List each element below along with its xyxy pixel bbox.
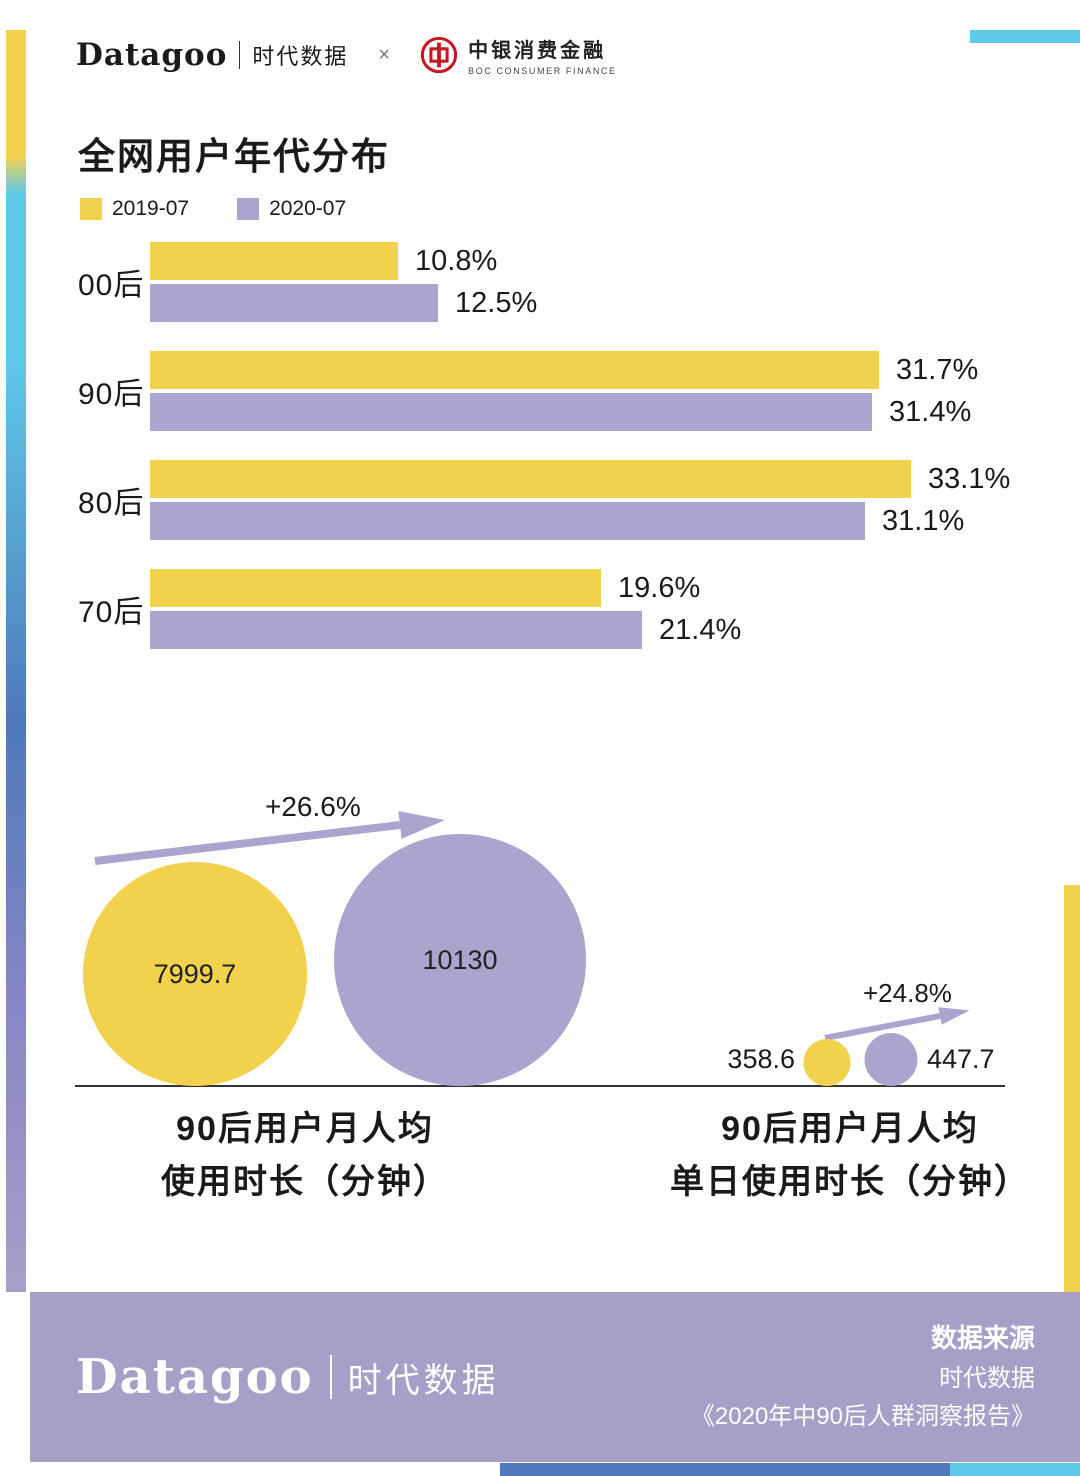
boc-subtitle: BOC CONSUMER FINANCE [468,66,617,76]
legend: 2019-07 2020-07 [80,197,394,221]
bar-line: 21.4% [150,611,1038,649]
bubble-title-line: 90后用户月人均 [176,1110,434,1148]
footer-brand-suffix: 时代数据 [347,1361,500,1400]
bar-2020-07-80后 [150,502,865,540]
growth-arrow-monthly-icon [94,811,445,865]
bar-line: 31.4% [150,393,1038,431]
bar-value-label: 31.1% [882,504,965,537]
bar-line: 12.5% [150,284,1038,322]
legend-item-2019: 2019-07 [80,197,189,221]
footer-brand-name: Datagoo [76,1349,314,1405]
bar-value-label: 33.1% [928,462,1011,495]
bar-2020-07-00后 [150,284,438,322]
bar-2020-07-90后 [150,393,872,431]
bar-value-label: 21.4% [659,613,742,646]
footer-source-name: 时代数据 [939,1364,1035,1392]
left-accent-strip [6,30,26,1292]
footer-source-report: 《2020年中90后人群洞察报告》 [690,1402,1035,1430]
footer-source-label: 数据来源 [930,1322,1035,1353]
bar-2019-07-70后 [150,569,601,607]
bar-2019-07-80后 [150,460,911,498]
bar-2019-07-90后 [150,351,879,389]
bar-value-label: 31.4% [889,395,972,428]
growth-label-daily: +24.8% [863,978,952,1008]
bar-category-label: 80后 [78,487,145,520]
brand-suffix: 时代数据 [252,44,349,69]
boc-text: 中银消费金融 BOC CONSUMER FINANCE [468,34,617,76]
legend-label: 2020-07 [269,197,347,220]
chart-title: 全网用户年代分布 [78,136,390,177]
bar-value-label: 10.8% [415,244,498,277]
usage-bubble-chart: +26.6% 7999.7 10130 +24.8% 358.6 447.7 [75,791,1005,1087]
age-distribution-bar-chart: 00后 10.8% 12.5% 90后 31.7% 31.4% 80后 33.1% 31.1% 7… [78,242,1038,678]
bar-line: 10.8% [150,242,1038,280]
bar-category-label: 90后 [78,378,145,411]
brand-divider [239,41,241,69]
bubble-value-monthly-2020: 10130 [422,944,498,975]
bar-group-90后: 90后 31.7% 31.4% [78,351,1038,431]
bar-pair: 33.1% 31.1% [150,460,1038,540]
bar-line: 33.1% [150,460,1038,498]
bar-value-label: 19.6% [618,571,701,604]
bubble-title-daily: 90后用户月人均 单日使用时长（分钟） [620,1103,1080,1208]
header: Datagoo 时代数据 × 中银消费金融 BOC CONSUMER FINAN… [76,34,1004,76]
bubble-title-line: 单日使用时长（分钟） [670,1162,1030,1201]
bubble-value-daily-2019: 358.6 [727,1044,795,1074]
right-accent-strip [1064,885,1080,1292]
legend-swatch-purple [237,198,260,220]
brand-name: Datagoo [76,37,228,73]
bottom-blue-accent-strip [500,1463,950,1476]
collab-times-symbol: × [378,43,391,66]
bar-2019-07-00后 [150,242,398,280]
bar-group-70后: 70后 19.6% 21.4% [78,569,1038,649]
bar-2020-07-70后 [150,611,642,649]
top-right-accent-strip [970,30,1080,43]
footer: Datagoo 时代数据 数据来源 时代数据 《2020年中90后人群洞察报告》 [30,1292,1080,1462]
bar-pair: 10.8% 12.5% [150,242,1038,322]
bubble-value-daily-2020: 447.7 [927,1044,995,1074]
bar-group-80后: 80后 33.1% 31.1% [78,460,1038,540]
bubble-value-monthly-2019: 7999.7 [153,958,237,989]
footer-source: 数据来源 时代数据 《2020年中90后人群洞察报告》 [691,1318,1035,1436]
footer-datagoo-logo: Datagoo 时代数据 [76,1349,500,1405]
bar-category-label: 70后 [78,596,145,629]
datagoo-logo: Datagoo 时代数据 [76,37,348,73]
legend-label: 2019-07 [112,197,190,220]
boc-coin-icon [420,36,458,74]
boc-logo: 中银消费金融 BOC CONSUMER FINANCE [420,34,617,76]
bubble-daily-2019 [803,1039,851,1086]
bar-pair: 19.6% 21.4% [150,569,1038,649]
growth-label-monthly: +26.6% [265,791,361,822]
bar-line: 31.1% [150,502,1038,540]
bottom-cyan-accent-strip [950,1463,1080,1476]
legend-swatch-yellow [80,198,102,220]
bar-category-label: 00后 [78,269,145,302]
bubble-title-line: 使用时长（分钟） [161,1162,449,1201]
bubble-monthly-2020: 10130 [334,834,586,1086]
bubble-title-line: 90后用户月人均 [721,1110,979,1148]
footer-brand-divider [329,1355,332,1399]
boc-name: 中银消费金融 [468,40,607,62]
bar-line: 31.7% [150,351,1038,389]
bar-line: 19.6% [150,569,1038,607]
bar-value-label: 31.7% [896,353,979,386]
bar-group-00后: 00后 10.8% 12.5% [78,242,1038,322]
legend-item-2020: 2020-07 [237,197,346,221]
growth-arrow-daily-icon [824,1007,970,1041]
bubble-title-monthly: 90后用户月人均 使用时长（分钟） [75,1103,535,1208]
bubble-monthly-2019: 7999.7 [83,862,307,1086]
bar-pair: 31.7% 31.4% [150,351,1038,431]
bar-value-label: 12.5% [455,286,538,319]
bubble-daily-2020 [864,1033,918,1086]
